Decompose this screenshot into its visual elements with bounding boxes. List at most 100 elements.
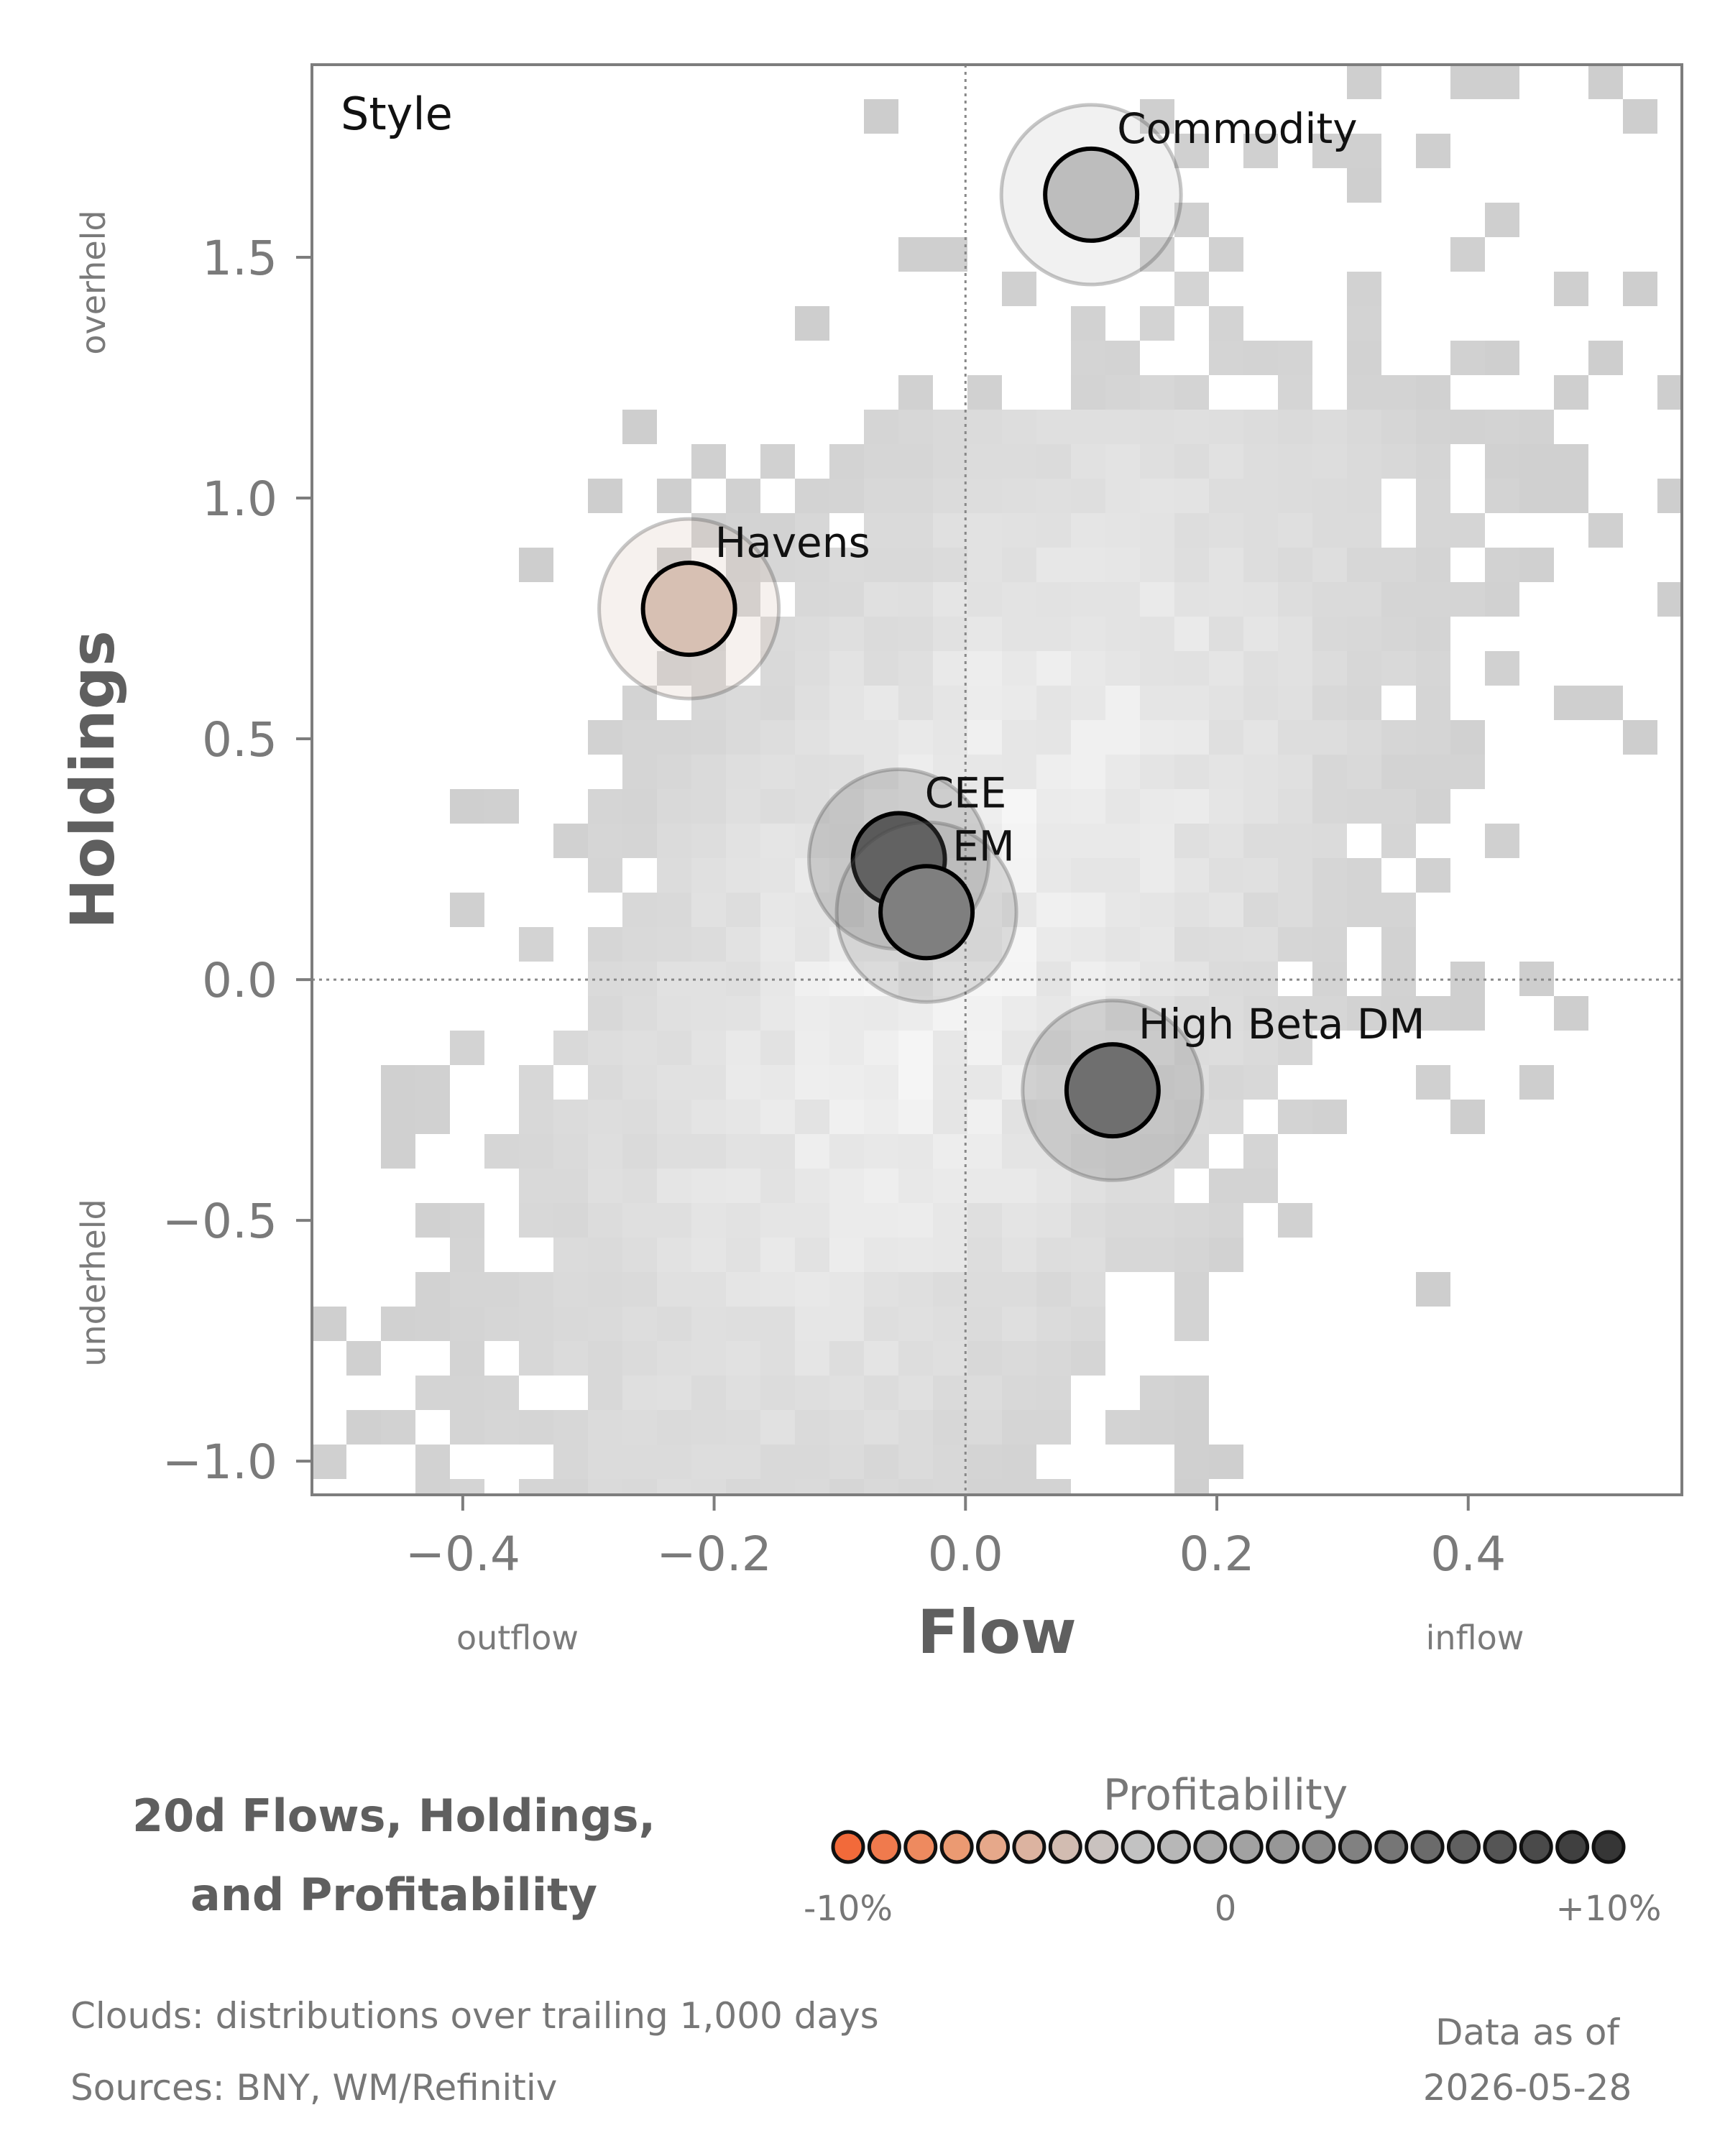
density-cell	[967, 1376, 1002, 1410]
density-cell	[450, 1410, 484, 1445]
density-cell	[1209, 1169, 1243, 1203]
density-cell	[864, 1410, 898, 1445]
density-cell	[691, 1100, 726, 1134]
density-cell	[1312, 548, 1347, 582]
density-cell	[1036, 582, 1071, 617]
plot-frame	[310, 63, 1683, 1496]
density-cell	[795, 548, 829, 582]
density-cell	[519, 927, 553, 962]
density-cell	[1416, 1065, 1450, 1100]
density-cell	[1036, 1376, 1071, 1410]
density-cell	[691, 720, 726, 755]
density-cell	[657, 1376, 691, 1410]
density-cell	[726, 1169, 760, 1203]
density-cell	[553, 1479, 588, 1495]
density-cell	[898, 1445, 933, 1479]
density-cell	[1071, 996, 1105, 1031]
density-cell	[312, 1307, 346, 1341]
density-cell	[622, 1238, 657, 1272]
density-cell	[1243, 1169, 1278, 1203]
density-cell	[588, 1238, 622, 1272]
density-cell	[1450, 513, 1485, 548]
density-cell	[1105, 548, 1140, 582]
density-cell	[1278, 996, 1312, 1031]
density-cell	[1416, 375, 1450, 410]
density-cell	[588, 1203, 622, 1238]
density-cell	[657, 789, 691, 824]
density-cell	[1519, 1065, 1554, 1100]
density-cell	[1416, 479, 1450, 513]
density-cell	[1002, 824, 1036, 858]
density-cell	[1140, 996, 1174, 1031]
density-cell	[1174, 1376, 1209, 1410]
density-cell	[657, 1445, 691, 1479]
density-cell	[829, 720, 864, 755]
density-cell	[795, 306, 829, 341]
density-cell	[967, 1341, 1002, 1376]
density-cell	[864, 686, 898, 720]
density-cell	[898, 1376, 933, 1410]
y-tick-label: 0.0	[202, 953, 277, 1008]
legend-swatch	[1048, 1830, 1082, 1864]
density-cell	[760, 1065, 795, 1100]
density-cell	[1416, 513, 1450, 548]
density-cell	[933, 1376, 967, 1410]
density-cell	[415, 1307, 450, 1341]
density-cell	[1036, 444, 1071, 479]
density-cell	[933, 1272, 967, 1307]
density-cell	[1002, 893, 1036, 927]
y-tick-label: 0.5	[202, 712, 277, 768]
density-cell	[588, 1134, 622, 1169]
density-cell	[588, 1169, 622, 1203]
density-cell	[657, 1238, 691, 1272]
density-cell	[1036, 1410, 1071, 1445]
density-cell	[450, 1341, 484, 1376]
density-cell	[933, 1445, 967, 1479]
density-cell	[1243, 893, 1278, 927]
density-cell	[415, 1100, 450, 1134]
density-cell	[519, 1410, 553, 1445]
density-cell	[1416, 755, 1450, 789]
density-cell	[1243, 996, 1278, 1031]
density-cell	[795, 720, 829, 755]
density-cell	[691, 1479, 726, 1495]
density-cell	[864, 1376, 898, 1410]
density-cell	[553, 1100, 588, 1134]
density-cell	[933, 582, 967, 617]
density-cell	[967, 1169, 1002, 1203]
density-cell	[864, 1272, 898, 1307]
density-cell	[622, 1307, 657, 1341]
density-cell	[484, 1307, 519, 1341]
density-cell	[864, 1445, 898, 1479]
density-cell	[933, 1479, 967, 1495]
density-cell	[1071, 755, 1105, 789]
density-cell	[691, 1307, 726, 1341]
density-cell	[760, 858, 795, 893]
density-cell	[1105, 1169, 1140, 1203]
density-cell	[1209, 651, 1243, 686]
density-cell	[622, 1445, 657, 1479]
density-cell	[1416, 444, 1450, 479]
density-cell	[1071, 1134, 1105, 1169]
density-cell	[864, 444, 898, 479]
density-cell	[1071, 341, 1105, 375]
density-cell	[795, 1479, 829, 1495]
density-cell	[1209, 444, 1243, 479]
legend-tick-min: -10%	[804, 1889, 893, 1929]
density-cell	[967, 1307, 1002, 1341]
density-cell	[760, 1238, 795, 1272]
density-cell	[1071, 582, 1105, 617]
density-cell	[795, 617, 829, 651]
density-cell	[898, 1479, 933, 1495]
density-cell	[795, 755, 829, 789]
density-cell	[381, 1307, 415, 1341]
density-cell	[1485, 203, 1519, 237]
density-cell	[622, 410, 657, 444]
density-cell	[760, 1031, 795, 1065]
density-cell	[657, 1203, 691, 1238]
density-cell	[1209, 513, 1243, 548]
density-cell	[1174, 927, 1209, 962]
density-cell	[1450, 341, 1485, 375]
density-cell	[1209, 755, 1243, 789]
density-cell	[1243, 548, 1278, 582]
